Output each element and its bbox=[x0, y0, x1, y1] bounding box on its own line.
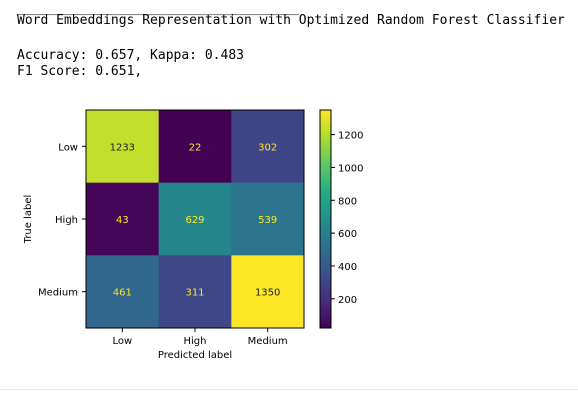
x-tick-label: High bbox=[184, 336, 207, 347]
colorbar-tick-label: 400 bbox=[338, 262, 357, 273]
colorbar-tick-label: 200 bbox=[338, 295, 357, 306]
heatmap-cell bbox=[158, 110, 232, 184]
cell-value-label: 539 bbox=[258, 215, 277, 226]
colorbar-tick-label: 800 bbox=[338, 196, 357, 207]
x-tick-label: Low bbox=[112, 336, 132, 347]
colorbar-tick-label: 600 bbox=[338, 229, 357, 240]
output-separator: ____________________________________ bbox=[17, 1, 299, 16]
cell-value-label: 22 bbox=[189, 142, 202, 153]
heatmap-cell bbox=[86, 182, 160, 256]
heatmap-cell bbox=[231, 255, 305, 329]
heatmap-cell bbox=[158, 255, 232, 329]
cell-value-label: 1350 bbox=[255, 288, 280, 299]
heatmap-cell bbox=[86, 255, 160, 329]
y-tick-label: Medium bbox=[38, 288, 78, 299]
cell-value-label: 311 bbox=[185, 288, 204, 299]
x-axis-label: Predicted label bbox=[158, 350, 232, 361]
colorbar-tick-label: 1200 bbox=[338, 131, 363, 142]
y-tick-label: High bbox=[55, 215, 78, 226]
heatmap-cell bbox=[86, 110, 160, 184]
colorbar-tick-label: 1000 bbox=[338, 163, 363, 174]
heatmap-cell bbox=[231, 110, 305, 184]
cell-divider bbox=[0, 389, 578, 390]
metrics-line-1: Accuracy: 0.657, Kappa: 0.483 bbox=[17, 48, 244, 63]
cell-value-label: 1233 bbox=[110, 142, 135, 153]
cell-value-label: 302 bbox=[258, 142, 277, 153]
heatmap-cell bbox=[158, 182, 232, 256]
cell-value-label: 43 bbox=[116, 215, 129, 226]
output-title: Word Embeddings Representation with Opti… bbox=[17, 13, 565, 28]
y-tick-label: Low bbox=[58, 142, 78, 153]
heatmap-cell bbox=[231, 182, 305, 256]
x-tick-label: Medium bbox=[248, 336, 288, 347]
cell-value-label: 629 bbox=[185, 215, 204, 226]
cell-value-label: 461 bbox=[113, 288, 132, 299]
colorbar bbox=[319, 109, 332, 329]
y-axis-label: True label bbox=[23, 195, 34, 245]
metrics-line-2: F1 Score: 0.651, bbox=[17, 64, 143, 79]
